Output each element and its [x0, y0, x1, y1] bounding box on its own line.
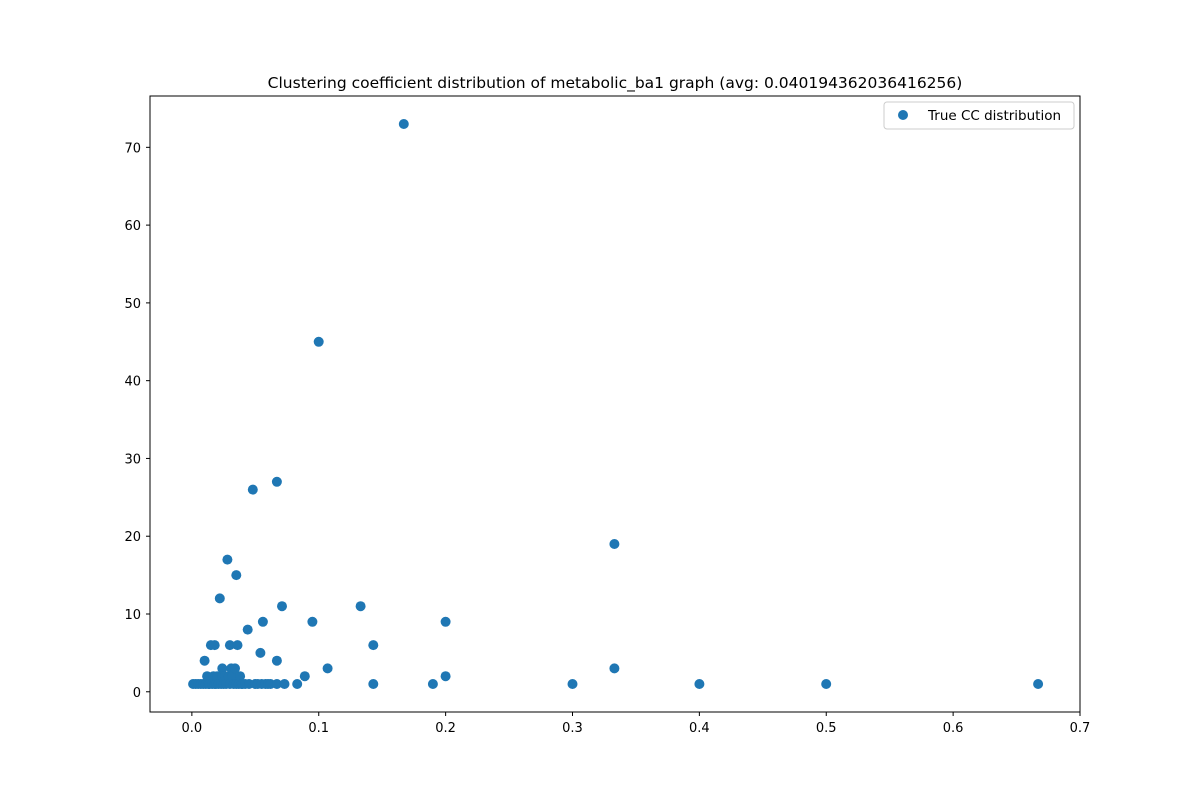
y-tick-label: 70 — [124, 141, 141, 156]
data-point — [257, 616, 268, 627]
chart-title: Clustering coefficient distribution of m… — [268, 74, 963, 93]
data-point — [277, 601, 287, 612]
data-points — [188, 119, 1044, 689]
data-point — [440, 616, 451, 627]
x-tick-label: 0.1 — [308, 721, 329, 736]
data-point — [271, 679, 282, 689]
data-point — [299, 671, 310, 682]
data-point — [609, 663, 620, 674]
data-point — [368, 640, 379, 651]
x-axis: 0.0 0.1 0.2 0.3 0.4 0.5 0.6 0.7 — [182, 712, 1091, 736]
y-tick-label: 50 — [124, 297, 141, 312]
data-point — [209, 640, 220, 651]
data-point — [247, 484, 258, 495]
data-point — [231, 570, 242, 581]
data-point — [227, 671, 238, 682]
y-tick-label: 10 — [124, 608, 141, 623]
data-point — [1033, 679, 1044, 689]
data-point — [217, 663, 228, 674]
data-point — [440, 671, 451, 682]
data-point — [235, 671, 246, 682]
legend-box — [883, 101, 1075, 130]
x-tick-label: 0.4 — [689, 721, 710, 736]
data-point — [224, 640, 235, 651]
y-tick-label: 0 — [133, 686, 141, 701]
x-tick-label: 0.2 — [435, 721, 456, 736]
data-point — [694, 679, 705, 689]
x-tick-label: 0.3 — [562, 721, 583, 736]
x-tick-label: 0.5 — [816, 721, 837, 736]
data-point — [279, 679, 290, 689]
data-point — [307, 616, 318, 627]
data-point — [322, 663, 333, 674]
data-point — [567, 679, 578, 689]
plot-area-frame — [149, 95, 1081, 713]
data-point — [242, 624, 253, 635]
legend-marker — [898, 110, 908, 120]
y-tick-label: 20 — [124, 530, 141, 545]
data-point — [199, 655, 210, 666]
data-point — [427, 679, 438, 689]
data-point — [230, 663, 240, 674]
data-point — [214, 593, 225, 604]
y-tick-label: 60 — [124, 219, 141, 234]
x-tick-label: 0.0 — [182, 721, 203, 736]
x-tick-label: 0.7 — [1070, 721, 1091, 736]
legend: True CC distribution — [883, 101, 1075, 130]
data-point — [355, 601, 366, 612]
data-point — [368, 679, 379, 689]
data-point — [271, 655, 282, 666]
data-point — [292, 679, 303, 689]
data-point — [821, 679, 832, 689]
data-point — [222, 554, 233, 565]
data-point — [232, 640, 243, 651]
y-tick-label: 40 — [124, 375, 141, 390]
data-point — [609, 539, 620, 549]
data-point — [255, 647, 266, 658]
data-point — [271, 476, 282, 487]
y-tick-label: 30 — [124, 452, 141, 467]
data-point — [398, 119, 409, 129]
data-point — [313, 336, 324, 347]
legend-label: True CC distribution — [927, 108, 1061, 124]
x-tick-label: 0.6 — [943, 721, 964, 736]
y-axis: 0 10 20 30 40 50 60 70 — [124, 141, 150, 701]
